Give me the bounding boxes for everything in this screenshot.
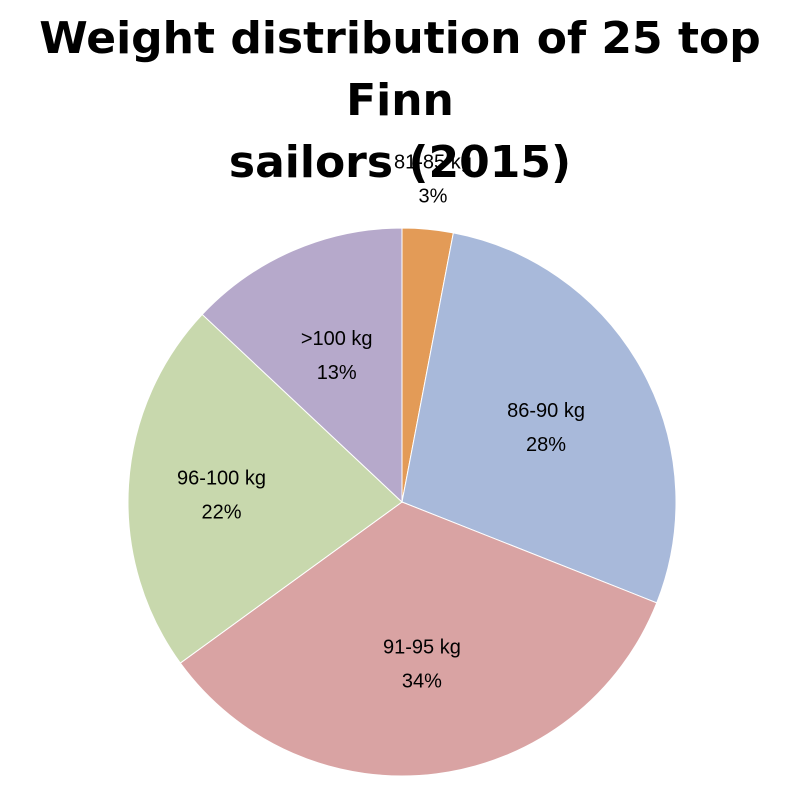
slice-percent-label: 34% — [402, 671, 442, 693]
pie-slices — [127, 227, 677, 777]
slice-percent-label: 13% — [317, 362, 357, 384]
slice-percent-label: 3% — [418, 186, 447, 208]
slice-label: >100 kg 13% — [301, 328, 373, 384]
slice-category-label: 81-85 kg — [394, 152, 472, 174]
slice-percent-label: 28% — [526, 434, 566, 456]
pie-slice-86-90-kg — [401, 232, 677, 604]
slice-label: 86-90 kg 28% — [507, 400, 585, 456]
pie-slice-91-95-kg — [179, 501, 658, 777]
slice-category-label: 91-95 kg — [383, 637, 461, 659]
pie-slice-96-100-kg — [127, 313, 403, 664]
chart-title-line-2: sailors (2015) — [228, 137, 572, 188]
pie-labels: 81-85 kg 3% 86-90 kg 28% 91-95 kg 34% 96-100 k… — [177, 152, 585, 693]
chart-title: Weight distribution of 25 top Finn sailo… — [0, 8, 800, 194]
slice-label: 91-95 kg 34% — [383, 637, 461, 693]
slice-category-label: 86-90 kg — [507, 400, 585, 422]
chart-title-line-1: Weight distribution of 25 top Finn — [39, 13, 761, 126]
pie-slice-100-kg — [201, 227, 403, 504]
slice-category-label: >100 kg — [301, 328, 373, 350]
slice-label: 96-100 kg 22% — [177, 468, 266, 524]
slice-percent-label: 22% — [202, 502, 242, 524]
slice-label: 81-85 kg 3% — [394, 152, 472, 208]
slice-category-label: 96-100 kg — [177, 468, 266, 490]
